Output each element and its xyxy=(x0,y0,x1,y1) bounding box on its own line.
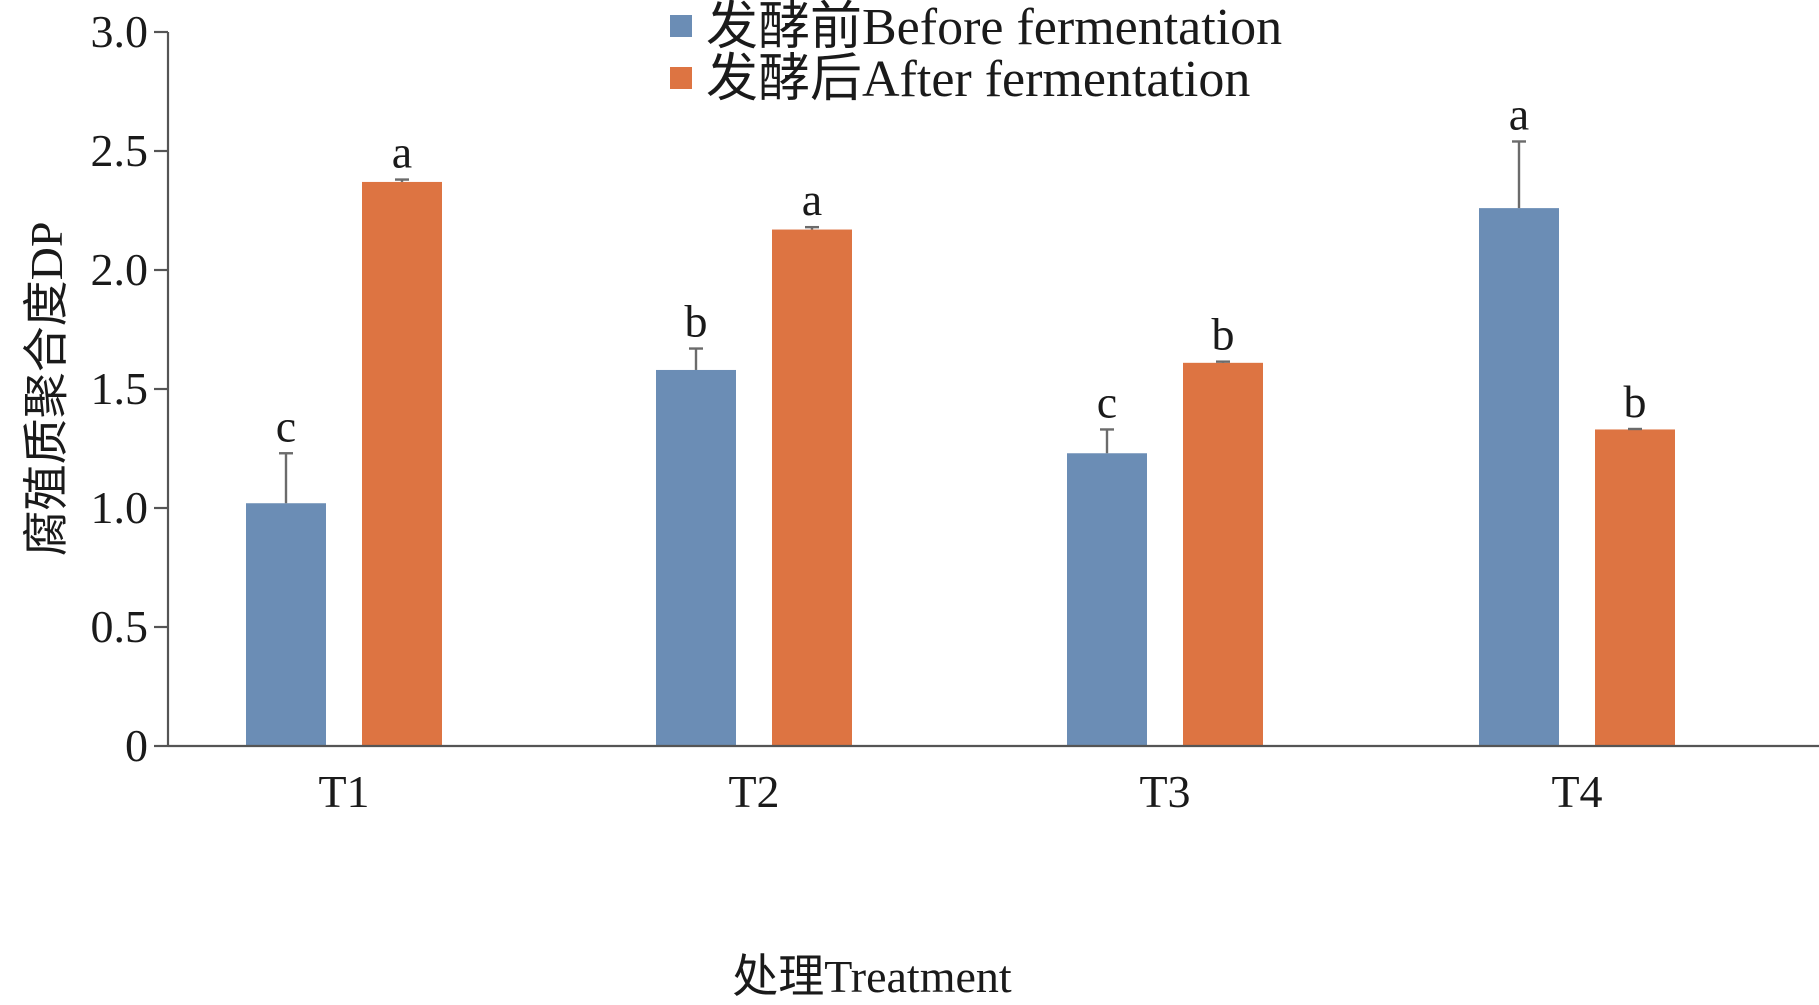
y-tick-label: 1.5 xyxy=(91,363,149,414)
y-tick-label: 1.0 xyxy=(91,482,149,533)
y-axis-ticks: 0 0.5 1.0 1.5 2.0 2.5 3.0 xyxy=(91,6,168,771)
legend-swatch-before xyxy=(670,15,692,37)
error-bars xyxy=(279,140,1642,504)
x-category-label: T2 xyxy=(728,766,779,817)
significance-letter: a xyxy=(1509,88,1529,139)
significance-letter: b xyxy=(1624,376,1647,427)
bar xyxy=(656,369,736,746)
y-tick-label: 3.0 xyxy=(91,6,149,57)
significance-letter: b xyxy=(685,296,708,347)
bar xyxy=(246,503,326,746)
y-tick-label: 0 xyxy=(125,720,148,771)
bar xyxy=(772,229,852,747)
legend-label-after: 发酵后After fermentation xyxy=(706,51,1250,108)
x-axis-categories: T1 T2 T3 T4 xyxy=(318,766,1602,817)
bar xyxy=(1479,208,1559,746)
y-tick-label: 2.5 xyxy=(91,125,149,176)
bar xyxy=(1183,362,1263,746)
significance-letters: c a b a c b a b xyxy=(276,88,1647,451)
x-axis-title: 处理Treatment xyxy=(732,951,1012,1002)
y-tick-label: 2.0 xyxy=(91,244,149,295)
bar xyxy=(1067,453,1147,746)
bar xyxy=(1595,429,1675,746)
significance-letter: a xyxy=(392,127,412,178)
bars xyxy=(246,181,1675,747)
significance-letter: a xyxy=(802,174,822,225)
legend-swatch-after xyxy=(670,67,692,89)
y-axis-title: 腐殖质聚合度DP xyxy=(21,222,72,557)
legend: 发酵前Before fermentation 发酵后After fermenta… xyxy=(670,0,1282,108)
legend-label-before: 发酵前Before fermentation xyxy=(706,0,1282,56)
significance-letter: c xyxy=(276,400,296,451)
y-tick-label: 0.5 xyxy=(91,601,149,652)
significance-letter: b xyxy=(1212,309,1235,360)
x-category-label: T3 xyxy=(1139,766,1190,817)
bar xyxy=(362,181,442,746)
significance-letter: c xyxy=(1097,376,1117,427)
x-category-label: T1 xyxy=(318,766,369,817)
x-category-label: T4 xyxy=(1551,766,1602,817)
